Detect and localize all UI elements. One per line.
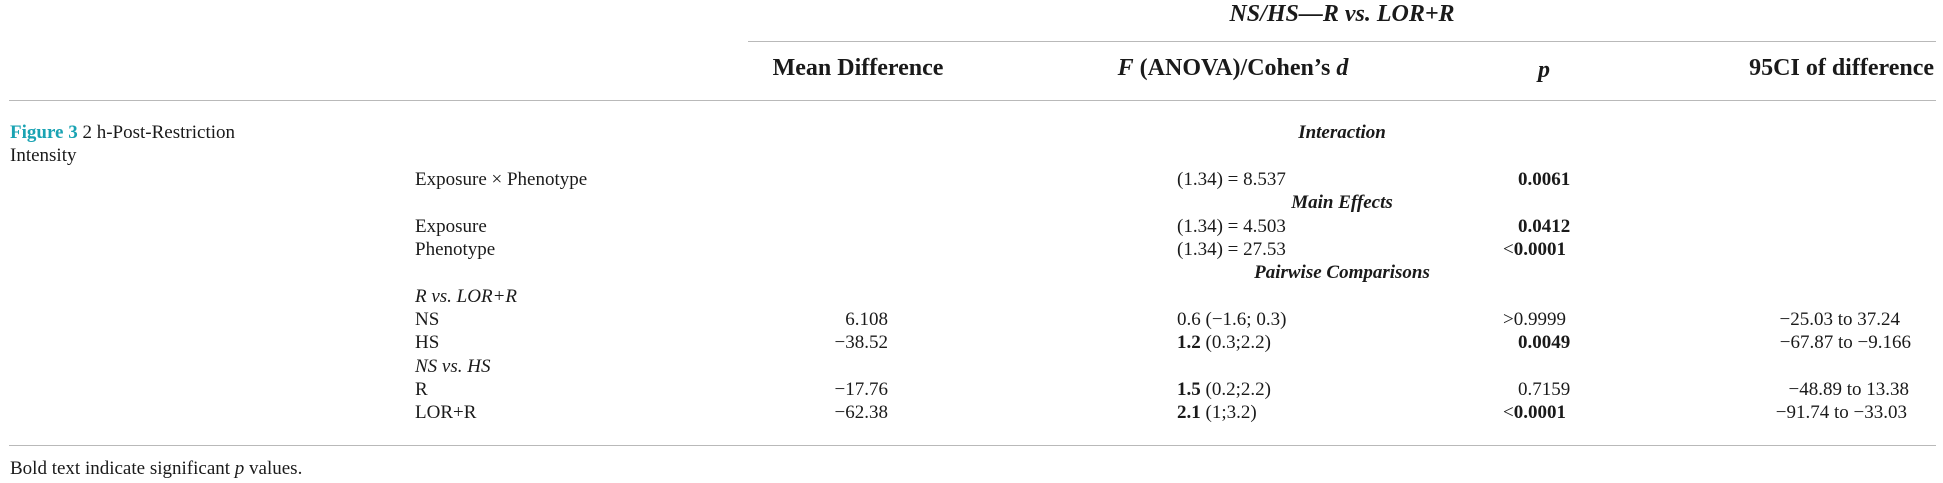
row-ns-d-rest: 0.6 (−1.6; 0.3) (1177, 309, 1287, 330)
row-hs-label: HS (415, 332, 440, 353)
row-ns-ci: −25.03 to 37.24 (1779, 309, 1901, 330)
subgroup-r-vs-lor-r: R vs. LOR+R (415, 286, 518, 307)
row-phenotype-label: Phenotype (415, 239, 496, 260)
row-r-d: 1.5 (0.2;2.2) (1177, 379, 1271, 401)
figure-caption: Figure 3 2 h-Post-Restriction (10, 122, 235, 144)
row-lor-r-d-bold: 2.1 (1177, 402, 1201, 423)
section-interaction: Interaction (1298, 122, 1386, 143)
footnote-p: p (234, 458, 245, 479)
row-lor-r-p: <0.0001 (1503, 402, 1566, 424)
header-bottom-rule (9, 100, 1936, 101)
row-r-ci: −48.89 to 13.38 (1788, 379, 1910, 400)
row-hs-p: 0.0049 (1518, 332, 1570, 354)
row-lor-r-label: LOR+R (415, 402, 477, 423)
col-header-f-anova-cohens-d: F (ANOVA)/Cohen’s d (1118, 54, 1349, 82)
table-footnote: Bold text indicate significant p values. (10, 458, 302, 480)
row-phenotype-p-value: 0.0001 (1513, 239, 1566, 260)
row-lor-r-p-prefix: < (1503, 402, 1514, 423)
row-exposure-f: (1.34) = 4.503 (1177, 216, 1286, 237)
figure-caption-line2: Intensity (10, 145, 77, 166)
col-header-f-rest: (ANOVA)/Cohen’s (1133, 55, 1337, 81)
row-lor-r-d-rest: (1;3.2) (1200, 402, 1257, 423)
section-pairwise-comparisons: Pairwise Comparisons (1254, 262, 1430, 283)
row-exposure-x-phenotype-label: Exposure × Phenotype (415, 169, 588, 190)
row-ns-p: >0.9999 (1503, 309, 1566, 331)
col-header-f: F (1117, 55, 1134, 81)
row-phenotype-f: (1.34) = 27.53 (1177, 239, 1286, 260)
row-r-p-plain: 0.7159 (1518, 379, 1571, 400)
row-lor-r-p-bold: 0.0001 (1513, 402, 1566, 423)
row-r-p: 0.7159 (1518, 379, 1570, 401)
row-hs-d: 1.2 (0.3;2.2) (1177, 332, 1271, 354)
row-exposure-x-phenotype-p: 0.0061 (1518, 169, 1571, 190)
col-header-95ci: 95CI of difference (1749, 55, 1934, 81)
row-hs-d-bold: 1.2 (1177, 332, 1201, 353)
group-header: NS/HS—R vs. LOR+R (1229, 1, 1455, 27)
row-hs-ci: −67.87 to −9.166 (1779, 332, 1911, 353)
row-r-d-bold: 1.5 (1177, 379, 1201, 400)
section-main-effects: Main Effects (1291, 192, 1393, 213)
row-lor-r-mean: −62.38 (834, 402, 888, 423)
footnote-text-after: values. (244, 458, 303, 479)
row-ns-d: 0.6 (−1.6; 0.3) (1177, 309, 1286, 331)
figure-caption-line1: 2 h-Post-Restriction (77, 122, 236, 143)
row-ns-p-plain: >0.9999 (1503, 309, 1566, 330)
row-ns-label: NS (415, 309, 440, 330)
row-exposure-label: Exposure (415, 216, 487, 237)
col-header-p: p (1538, 57, 1550, 83)
row-hs-p-bold: 0.0049 (1518, 332, 1571, 353)
row-exposure-p: 0.0412 (1518, 216, 1571, 237)
col-header-d: d (1336, 55, 1349, 81)
row-hs-mean: −38.52 (834, 332, 888, 353)
row-hs-d-rest: (0.3;2.2) (1200, 332, 1271, 353)
col-header-mean-difference: Mean Difference (772, 55, 944, 81)
row-phenotype-p: <0.0001 (1503, 239, 1566, 261)
row-lor-r-d: 2.1 (1;3.2) (1177, 402, 1257, 424)
group-header-rule (748, 41, 1936, 42)
table-bottom-rule (9, 445, 1936, 446)
row-r-mean: −17.76 (834, 379, 888, 400)
row-lor-r-ci: −91.74 to −33.03 (1775, 402, 1907, 423)
row-r-d-rest: (0.2;2.2) (1200, 379, 1271, 400)
row-phenotype-p-prefix: < (1503, 239, 1514, 260)
footnote-text-before: Bold text indicate significant (10, 458, 235, 479)
row-ns-mean: 6.108 (845, 309, 888, 330)
figure-caption-label: Figure 3 (10, 122, 78, 143)
row-r-label: R (415, 379, 428, 400)
subgroup-ns-vs-hs: NS vs. HS (415, 356, 491, 377)
row-exposure-x-phenotype-f: (1.34) = 8.537 (1177, 169, 1286, 190)
